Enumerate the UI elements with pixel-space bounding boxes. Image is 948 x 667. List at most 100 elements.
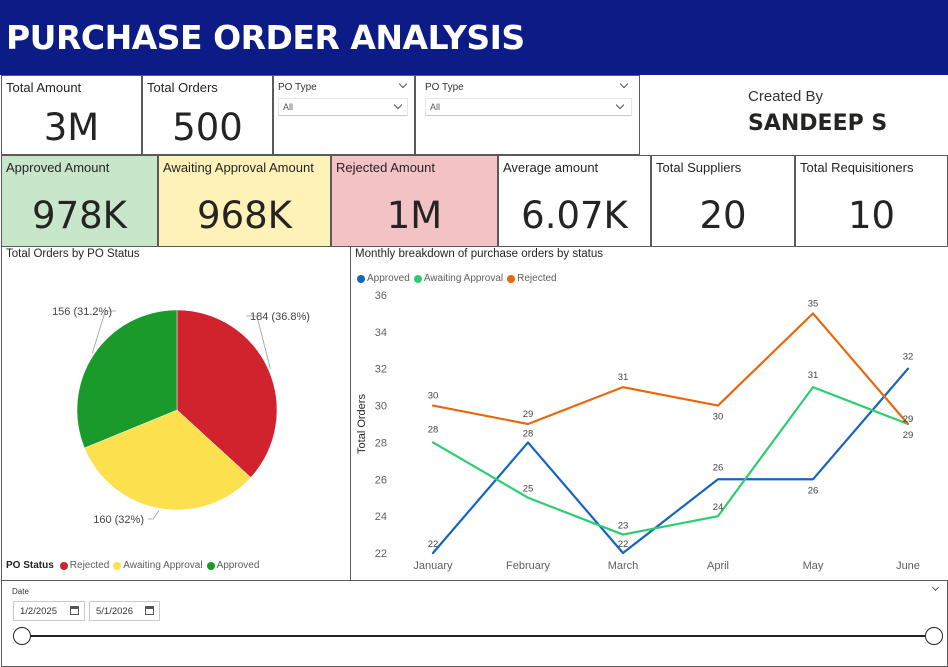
total-amount-card: Total Amount 3M [1,75,142,155]
total-amount-value: 3M [43,106,100,149]
chevron-down-icon [615,100,625,110]
line-data-label: 30 [428,391,439,402]
date-range-end-handle[interactable] [925,627,943,645]
line-data-label: 29 [903,414,914,425]
legend-dot-icon [59,561,68,570]
legend-dot-icon [113,561,122,570]
line-data-label: 28 [523,428,534,439]
line-data-label: 31 [618,372,629,383]
pie-leader-line [148,510,160,520]
line-legend-rejected[interactable]: Rejected [517,273,557,284]
series-line-rejected[interactable] [431,312,910,426]
line-data-label: 29 [903,430,914,441]
start-date-input[interactable]: 1/2/2025 [13,601,85,621]
total-amount-label: Total Amount [6,80,82,95]
y-tick-label: 32 [375,364,387,376]
y-tick-label: 36 [375,290,387,302]
po-type-slicer-1-dropdown[interactable]: All [278,98,408,116]
date-slicer-label: Date [12,587,29,596]
pie-legend-awaiting[interactable]: Awaiting Approval [123,560,203,571]
chevron-down-icon[interactable] [619,79,629,89]
y-tick-label: 26 [375,474,387,486]
pie-legend-title: PO Status [6,560,54,571]
calendar-icon[interactable] [145,606,154,615]
line-data-label: 32 [903,352,914,363]
pie-data-label: 184 (36.8%) [250,311,310,323]
date-range-track[interactable] [22,635,934,637]
chevron-down-icon[interactable] [931,583,940,592]
chevron-down-icon[interactable] [398,79,408,89]
y-axis-title: Total Orders [356,394,368,454]
x-tick-label: May [803,560,824,572]
x-tick-label: January [413,560,453,572]
legend-dot-icon [357,274,365,283]
y-tick-label: 30 [375,401,387,413]
total-suppliers-card: Total Suppliers 20 [651,155,795,247]
po-type-slicer-1-value: All [283,102,294,112]
line-data-label: 22 [618,539,629,550]
creator-name: SANDEEP S [748,111,888,136]
x-tick-label: April [707,560,729,572]
total-suppliers-value: 20 [699,194,747,237]
po-type-slicer-1: PO Type All [273,75,415,155]
line-legend-awaiting[interactable]: Awaiting Approval [423,273,504,284]
creator-label: Created By [748,88,824,105]
creator-panel: Created By SANDEEP S [640,75,948,155]
line-chart: Total Orders 22 24 26 28 30 32 34 36 January Febru… [356,290,920,572]
pie-slice-awaiting-approval[interactable] [84,409,252,511]
rejected-amount-value: 1M [386,194,443,237]
start-date-value: 1/2/2025 [20,606,57,617]
pie-legend: PO Status Rejected Awaiting Approval App… [6,560,259,571]
approved-amount-label: Approved Amount [6,160,110,175]
pie-legend-rejected[interactable]: Rejected [69,560,110,571]
y-tick-label: 22 [375,548,387,560]
approved-amount-value: 978K [32,194,127,237]
total-requisitioners-value: 10 [847,194,896,237]
y-tick-label: 34 [375,327,387,339]
awaiting-approval-amount-value: 968K [197,194,292,237]
line-data-label: 35 [808,298,819,309]
pie-leader-line [91,310,116,354]
x-tick-label: June [896,560,920,572]
end-date-input[interactable]: 5/1/2026 [89,601,160,621]
legend-dot-icon [507,274,516,283]
pie-slice-approved[interactable] [76,309,178,449]
y-tick-label: 28 [375,437,387,449]
average-amount-card: Average amount 6.07K [498,155,651,247]
po-type-slicer-2-dropdown[interactable]: All [425,98,632,116]
total-orders-card: Total Orders 500 [142,75,273,155]
line-data-label: 22 [428,539,439,550]
pie-chart-title: Total Orders by PO Status [6,248,140,260]
awaiting-approval-amount-label: Awaiting Approval Amount [163,160,314,175]
x-tick-label: February [506,560,551,572]
po-type-slicer-1-label: PO Type [278,82,317,93]
series-line-approved[interactable] [431,367,910,555]
approved-amount-card: Approved Amount 978K [1,155,158,247]
total-requisitioners-label: Total Requisitioners [800,160,914,175]
legend-dot-icon [413,274,422,283]
chevron-down-icon [393,100,403,110]
pie-slice-rejected[interactable] [176,309,278,478]
line-chart-title: Monthly breakdown of purchase orders by … [355,248,604,260]
page-title: PURCHASE ORDER ANALYSIS [6,18,525,57]
pie-data-label: 156 (31.2%) [52,306,112,318]
pie-chart-panel: Total Orders by PO Status 184 (36.8%) 160… [1,247,351,581]
total-orders-value: 500 [172,106,243,149]
x-tick-label: March [608,560,639,572]
line-legend-approved[interactable]: Approved [367,273,410,284]
pie-chart: 184 (36.8%) 160 (32%) 156 (31.2%) [52,306,310,526]
calendar-icon[interactable] [70,606,79,615]
date-range-start-handle[interactable] [13,627,31,645]
average-amount-label: Average amount [503,160,599,175]
line-data-label: 28 [428,424,439,435]
pie-legend-approved[interactable]: Approved [216,560,260,571]
series-line-awaiting-approval[interactable] [431,386,910,536]
line-data-label: 29 [523,409,534,420]
line-chart-panel: Monthly breakdown of purchase orders by … [351,247,948,581]
line-data-label: 23 [618,521,629,532]
line-data-label: 26 [808,485,819,496]
rejected-amount-label: Rejected Amount [336,160,436,175]
pie-data-label: 160 (32%) [93,514,144,526]
header-bar: PURCHASE ORDER ANALYSIS [0,0,948,75]
line-data-label: 26 [713,462,724,473]
